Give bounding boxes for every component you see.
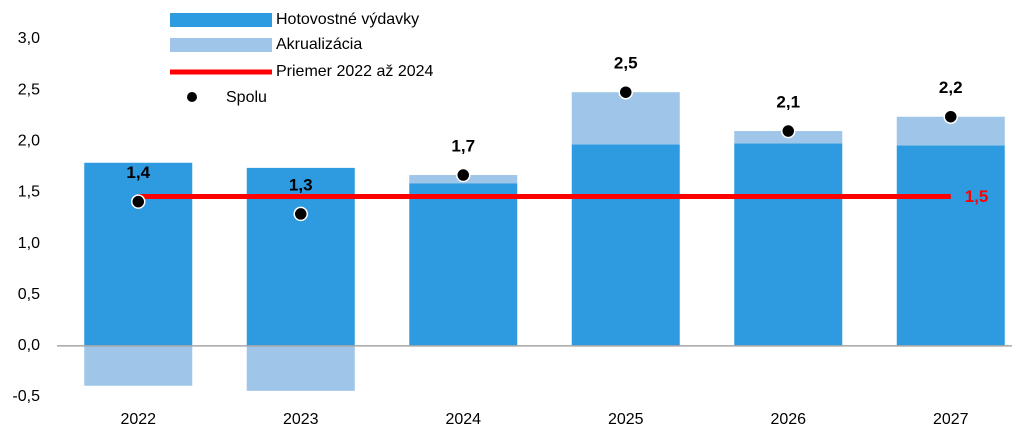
y-tick-label: -0,5 xyxy=(12,388,40,405)
bar-segment xyxy=(84,162,193,346)
x-tick-label: 2022 xyxy=(120,411,156,428)
legend-swatch xyxy=(170,13,272,27)
legend-label: Akrualizácia xyxy=(276,36,362,53)
total-label: 1,3 xyxy=(289,175,313,194)
total-label: 2,1 xyxy=(776,93,800,112)
bar-segment xyxy=(571,144,680,346)
y-tick-label: 0,5 xyxy=(18,286,40,303)
bar-segment xyxy=(896,145,1005,346)
legend-swatch xyxy=(170,38,272,52)
bar-segment xyxy=(84,345,193,386)
bar-segment xyxy=(571,92,680,145)
y-tick-label: 2,5 xyxy=(18,81,40,98)
bar-segment xyxy=(734,143,843,346)
y-tick-label: 1,5 xyxy=(18,184,40,201)
y-tick-label: 2,0 xyxy=(18,133,40,150)
legend-label: Priemer 2022 až 2024 xyxy=(276,63,434,80)
y-tick-label: 3,0 xyxy=(18,30,40,47)
legend-label: Spolu xyxy=(226,89,267,106)
x-tick-label: 2027 xyxy=(933,411,969,428)
legend-dot xyxy=(187,92,197,102)
x-tick-label: 2024 xyxy=(445,411,481,428)
total-dot xyxy=(293,206,308,222)
total-dot xyxy=(943,109,958,124)
total-dot xyxy=(618,84,633,100)
x-tick-label: 2023 xyxy=(283,411,319,428)
total-label: 1,4 xyxy=(126,163,150,182)
average-label: 1,5 xyxy=(965,187,989,206)
x-tick-label: 2026 xyxy=(770,411,806,428)
bar-segment xyxy=(409,183,518,346)
total-dot xyxy=(781,123,796,139)
y-tick-label: 0,0 xyxy=(18,337,40,354)
total-dot xyxy=(131,194,146,209)
x-tick-label: 2025 xyxy=(608,411,644,428)
y-tick-label: 1,0 xyxy=(18,235,40,252)
total-dot xyxy=(456,167,471,183)
total-label: 2,5 xyxy=(614,54,638,73)
total-label: 2,2 xyxy=(939,78,963,97)
total-label: 1,7 xyxy=(451,137,475,156)
bar-segment xyxy=(246,345,355,391)
legend-label: Hotovostné výdavky xyxy=(276,11,419,28)
